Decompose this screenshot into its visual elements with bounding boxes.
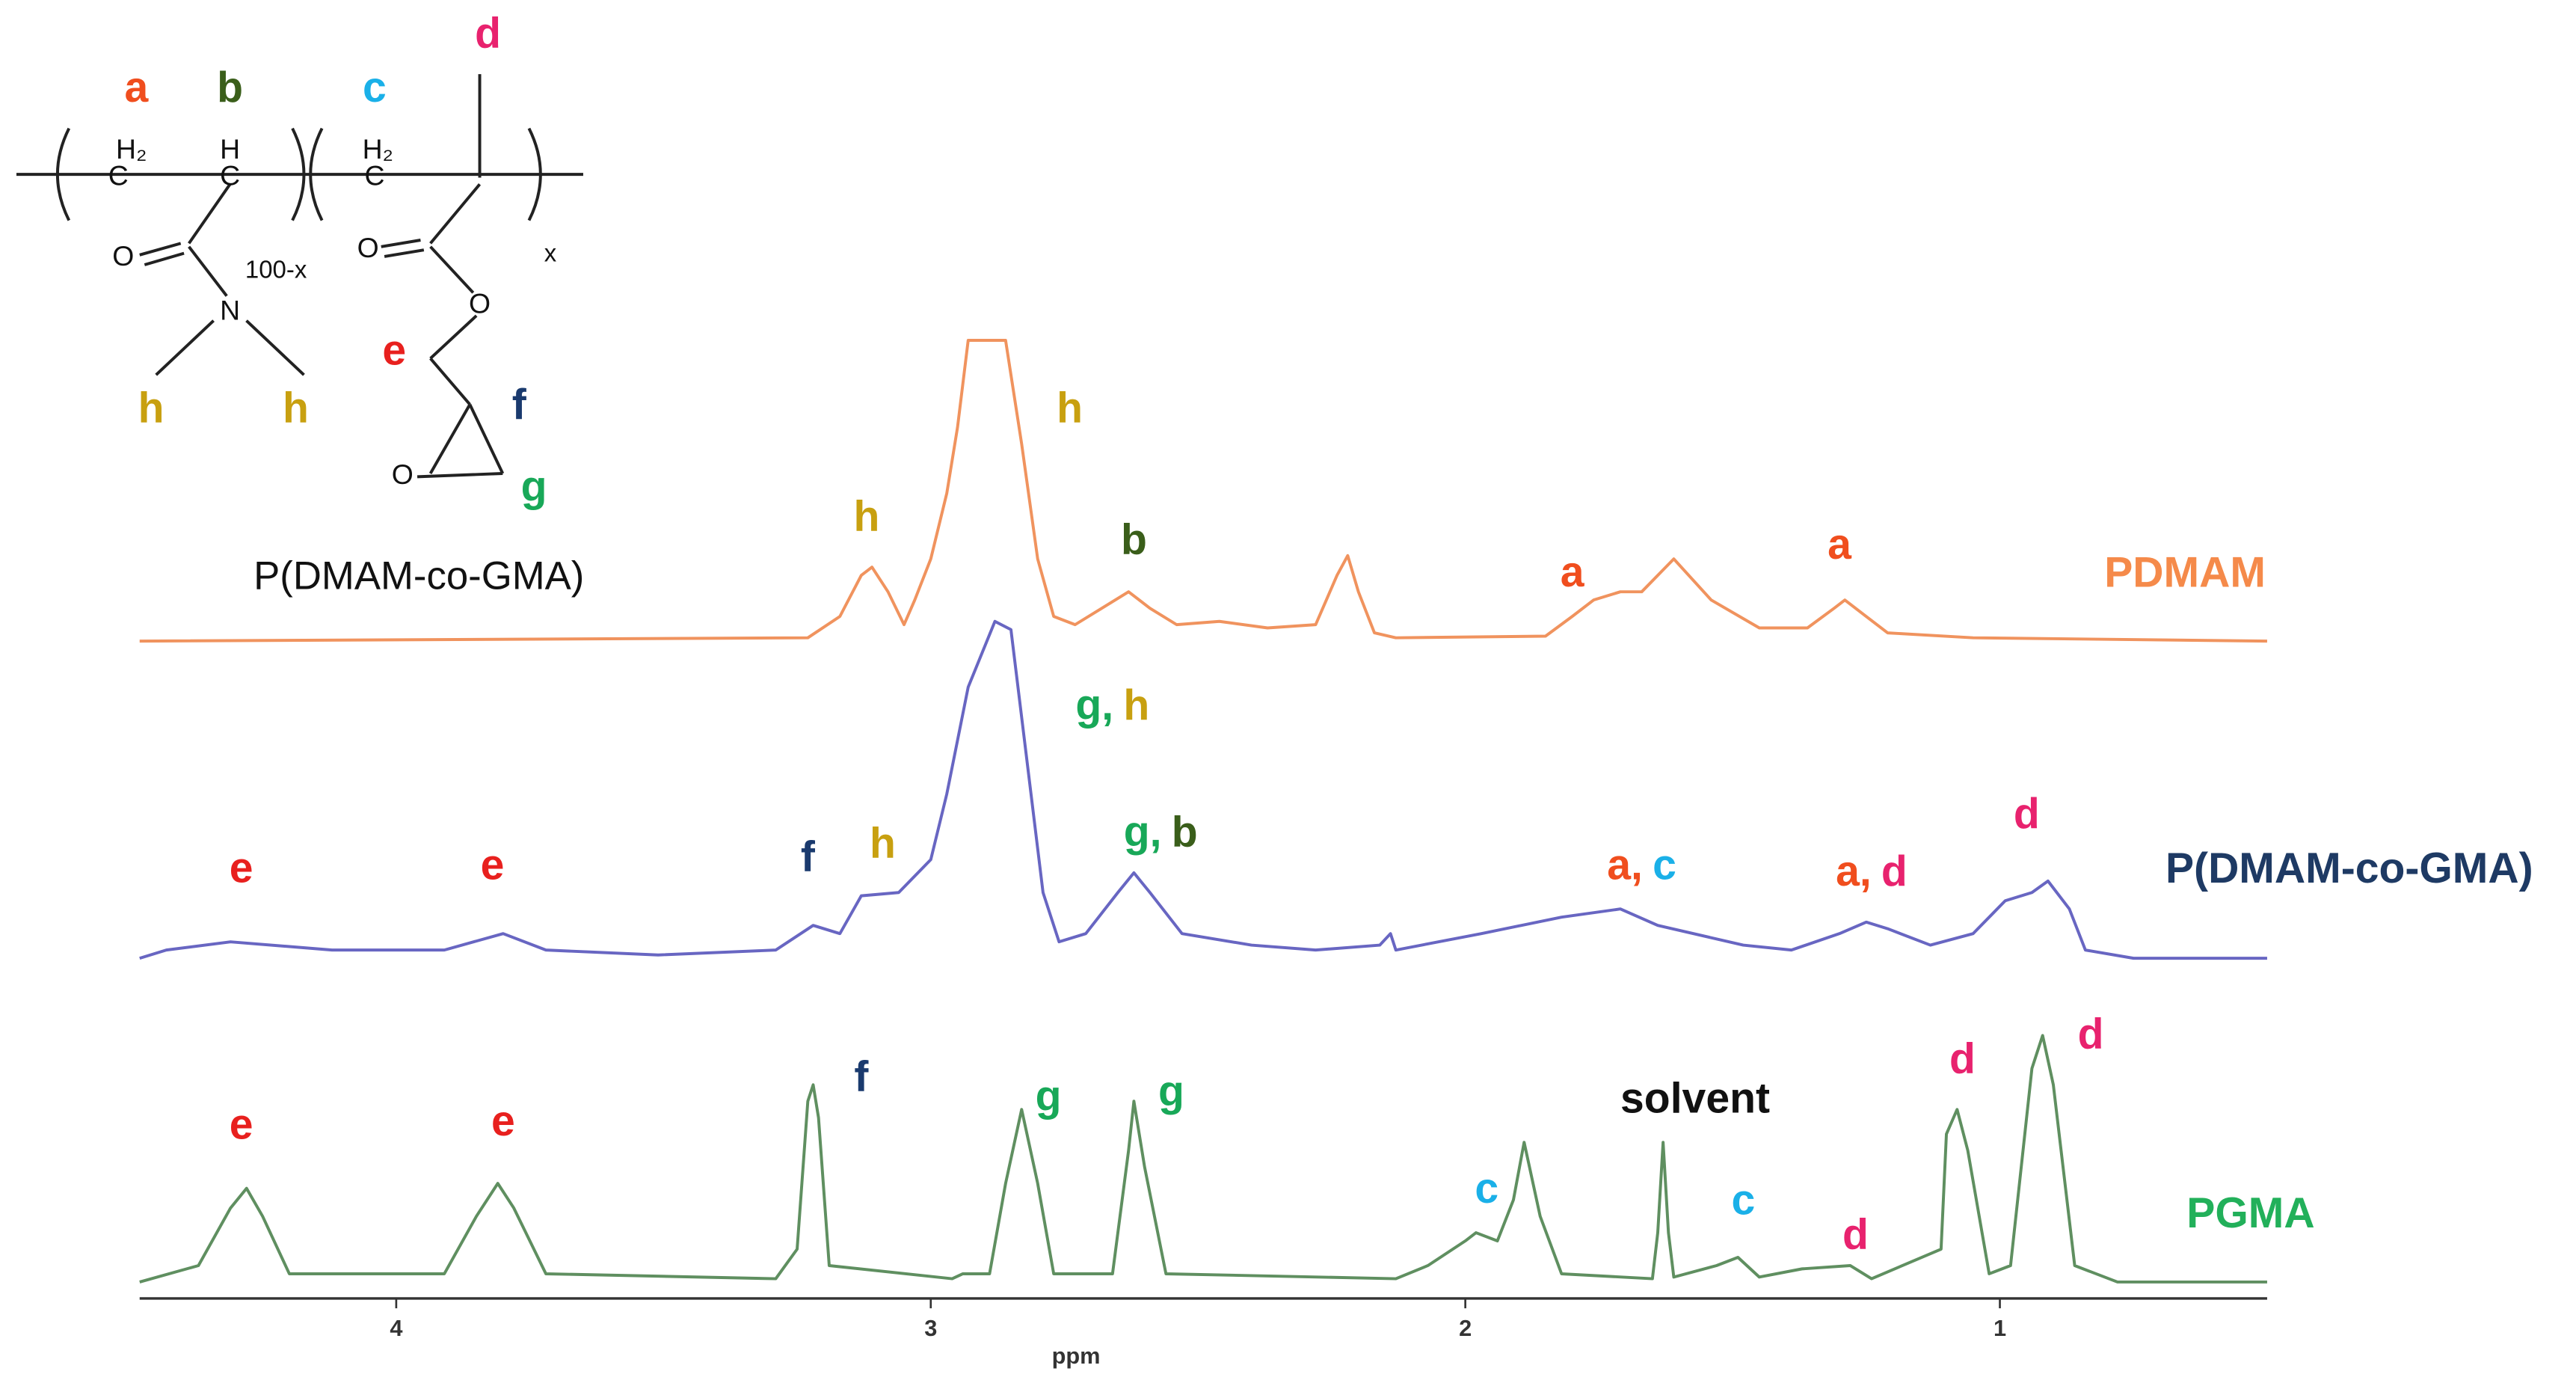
peak-label: b (1121, 515, 1147, 563)
subscript: 100-x (245, 255, 307, 283)
peak-label: e (230, 844, 253, 892)
peak-label: g (1158, 1068, 1184, 1116)
spectrum-line (139, 1034, 2267, 1284)
series-label: PDMAM (2104, 548, 2266, 596)
peak-label: d (1842, 1211, 1869, 1259)
atom-label: e (382, 327, 406, 375)
x-tick-label: 1 (1994, 1315, 2006, 1341)
bonds (139, 74, 505, 479)
peak-label: f (854, 1053, 869, 1101)
atom: O (469, 288, 491, 319)
peak-label-part: c (1653, 841, 1676, 889)
atom: N (220, 295, 240, 326)
x-axis-label: ppm (1052, 1343, 1101, 1369)
peak-label: c (1731, 1177, 1755, 1224)
peak-label-part: solvent (1620, 1074, 1770, 1122)
peak-label-part: f (801, 833, 816, 880)
spectrum-line (139, 619, 2267, 960)
peak-label: c (1475, 1165, 1498, 1212)
bonds (16, 127, 583, 221)
peak-label-part: h (1123, 681, 1149, 729)
peak-label-part: c (1475, 1165, 1498, 1212)
atom: C (108, 159, 129, 191)
atom-label: c (363, 64, 387, 111)
peak-label: e (230, 1101, 253, 1149)
peak-label-part: h (1057, 384, 1083, 432)
atom: H₂ (116, 133, 147, 165)
peak-label-part: a, (1607, 841, 1643, 889)
atom-label: h (138, 384, 165, 432)
peak-label: e (481, 841, 505, 889)
peak-label: h (870, 820, 896, 868)
atom: H₂ (363, 133, 393, 165)
peak-label-part: d (2078, 1011, 2104, 1058)
atom-label: b (217, 64, 243, 111)
peak-label: e (491, 1097, 515, 1145)
peak-label: solvent (1620, 1074, 1770, 1122)
structure-name: P(DMAM-co-GMA) (253, 554, 584, 598)
peak-label-part: a (1828, 521, 1852, 568)
peak-label: a, d (1836, 847, 1908, 895)
peak-label-part: b (1172, 808, 1198, 856)
series-label: P(DMAM-co-GMA) (2165, 844, 2533, 892)
atom: O (357, 232, 379, 263)
x-tick-label: 4 (390, 1315, 402, 1341)
peak-label: h (854, 493, 880, 541)
peak-label-part: a, (1836, 847, 1872, 895)
peak-label: h (1057, 384, 1083, 432)
peak-label-part: d (2014, 790, 2040, 838)
atom-label: h (283, 384, 309, 432)
peak-label-part: e (491, 1097, 515, 1145)
peak-label-part: e (230, 844, 253, 892)
x-tick-label: 3 (924, 1315, 937, 1341)
peak-label-part: g (1158, 1068, 1184, 1116)
peak-label: g, b (1124, 808, 1198, 856)
peak-label-part: d (1881, 847, 1908, 895)
peak-label: f (801, 833, 816, 880)
peak-label-part: b (1121, 515, 1147, 563)
atom: C (364, 159, 384, 191)
atom-label: a (124, 64, 149, 111)
peak-label-part: a (1561, 548, 1585, 596)
peak-label-part: d (1842, 1211, 1869, 1259)
atom-label: d (475, 10, 501, 58)
structure: a b c d H₂ C H C H₂ C 100-x O N x O O e … (16, 10, 584, 598)
peak-label: d (2078, 1011, 2104, 1058)
atom: C (220, 159, 240, 191)
peak-label: d (1949, 1035, 1976, 1083)
atom: O (112, 240, 134, 272)
atom-label: f (512, 381, 527, 429)
peak-label-part: e (230, 1101, 253, 1149)
peak-label-part: g (1036, 1073, 1062, 1120)
peak-label-part: d (1949, 1035, 1976, 1083)
atom: O (392, 459, 414, 490)
peak-label: g, h (1075, 681, 1149, 729)
peak-label: a, c (1607, 841, 1676, 889)
peak-label-part: h (854, 493, 880, 541)
peak-label-part: g, (1124, 808, 1162, 856)
peak-label: a (1828, 521, 1852, 568)
peak-label: g (1036, 1073, 1062, 1120)
peak-label-part: h (870, 820, 896, 868)
series-label: PGMA (2186, 1189, 2314, 1237)
atom: H (220, 133, 240, 165)
peak-label: a (1561, 548, 1585, 596)
peak-label-part: e (481, 841, 505, 889)
peak-label-part: c (1731, 1177, 1755, 1224)
peak-label-part: f (854, 1053, 869, 1101)
peak-label: d (2014, 790, 2040, 838)
subscript: x (544, 239, 557, 266)
atom-label: g (521, 463, 547, 511)
spectrum-line (139, 339, 2267, 643)
x-tick-label: 2 (1459, 1315, 1472, 1341)
peak-label-part: g, (1075, 681, 1113, 729)
